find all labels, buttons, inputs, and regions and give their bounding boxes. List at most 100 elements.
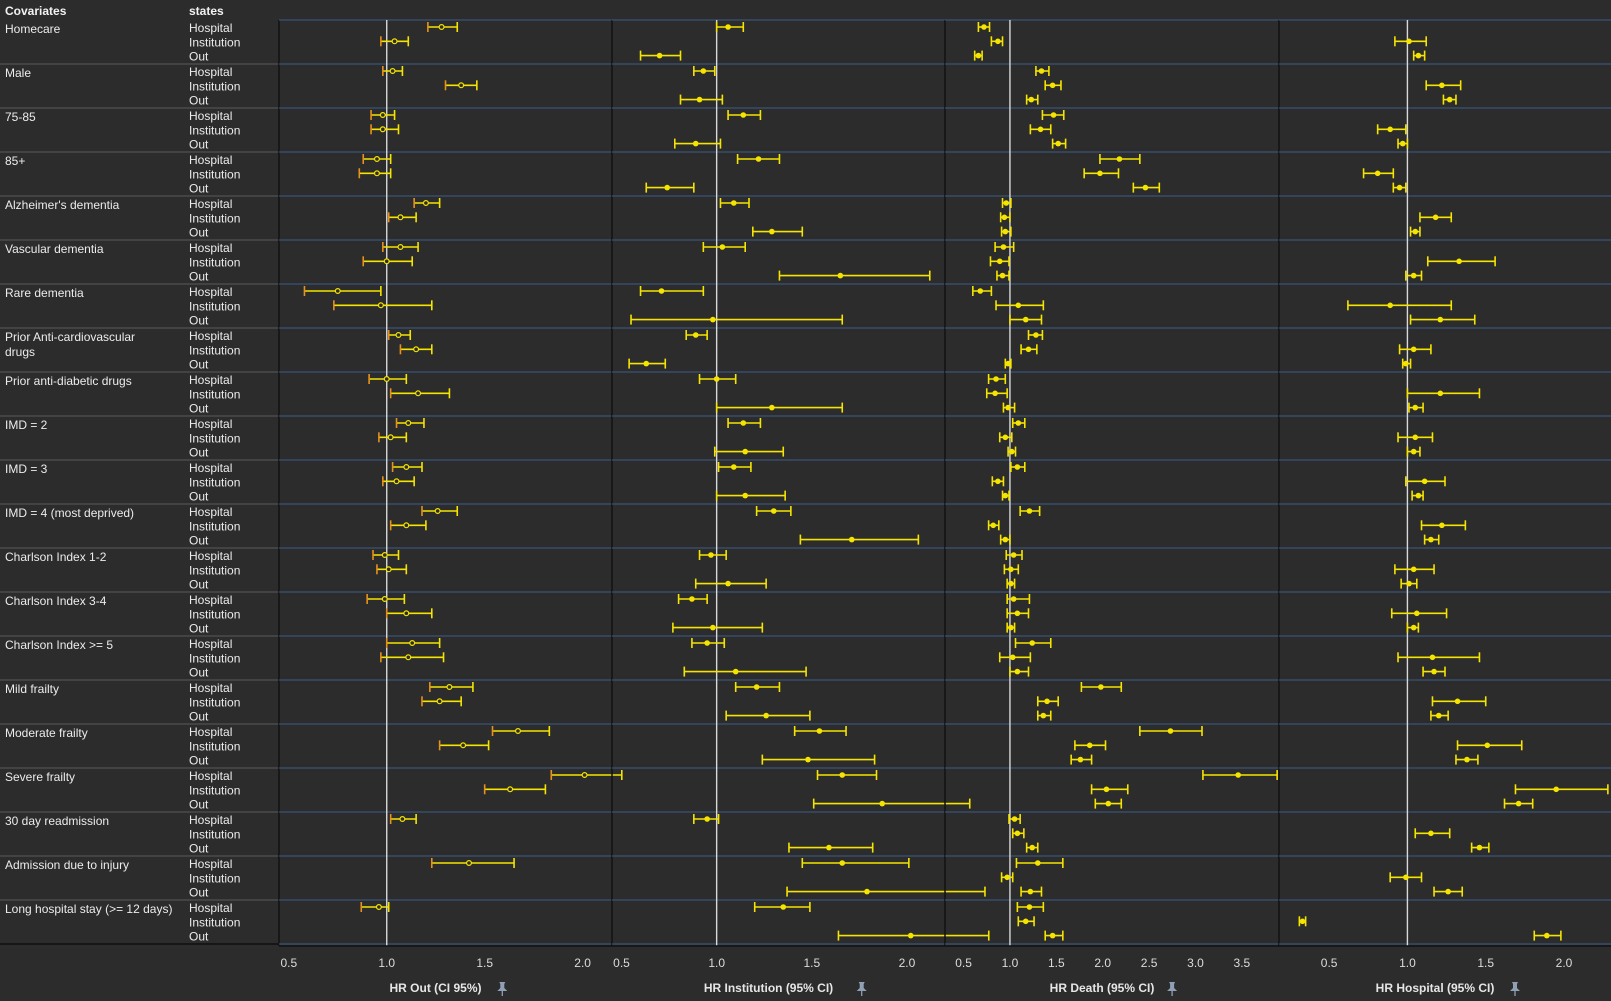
state-label-out: Out [189,886,209,900]
point-estimate [1412,404,1419,411]
state-label-out: Out [189,270,209,284]
covariate-label-line: drugs [5,345,35,359]
point-estimate [704,640,710,646]
point-estimate [710,316,716,323]
point-estimate [1002,492,1009,499]
point-estimate [826,844,832,851]
point-estimate [770,508,777,514]
tick-label: 1.0 [708,956,725,970]
tick-label: 1.0 [1399,956,1416,970]
tick-label: 1.0 [378,956,395,970]
point-estimate [1008,580,1014,587]
point-estimate [879,800,886,807]
point-estimate [999,272,1006,279]
state-label-out: Out [189,182,209,196]
covariate-label: Charlson Index 1-2 [5,550,107,564]
state-label-out: Out [189,710,209,724]
point-estimate [438,24,445,31]
point-estimate [1105,800,1112,807]
point-estimate [379,126,386,133]
state-label-out: Out [189,446,209,460]
point-estimate [1421,478,1428,485]
state-label-hospital: Hospital [189,505,232,519]
covariates-header: Covariates [5,4,67,18]
state-label-out: Out [189,358,209,372]
axis-title: HR Institution (95% CI) [704,981,833,995]
point-estimate [377,302,384,309]
point-estimate [996,258,1003,265]
state-label-out: Out [189,842,209,856]
point-estimate [405,420,412,427]
point-estimate [1515,800,1522,807]
state-label-out: Out [189,138,209,152]
point-estimate [1167,728,1174,734]
point-estimate [460,742,467,749]
state-label-institution: Institution [189,167,240,181]
point-estimate [1387,302,1393,309]
tick-label: 1.0 [1002,956,1019,970]
point-estimate [415,390,422,397]
point-estimate [1038,68,1045,74]
point-estimate [1415,52,1422,59]
state-label-hospital: Hospital [189,109,232,123]
point-estimate [839,772,846,778]
point-estimate [1010,596,1017,602]
point-estimate [507,786,514,793]
point-estimate [1077,756,1084,763]
covariate-label: IMD = 3 [5,462,48,476]
point-estimate [689,596,695,602]
point-estimate [696,96,703,103]
point-estimate [373,156,380,163]
point-estimate [379,111,386,118]
state-label-hospital: Hospital [189,329,232,343]
point-estimate [1484,742,1491,749]
state-label-hospital: Hospital [189,373,232,387]
state-label-hospital: Hospital [189,901,232,915]
point-estimate [1374,170,1381,177]
state-label-out: Out [189,490,209,504]
point-estimate [643,360,650,367]
tick-label: 2.0 [1556,956,1573,970]
point-estimate [381,551,388,558]
point-estimate [1014,464,1021,470]
tick-label: 2.0 [1094,956,1111,970]
pin-icon [1510,982,1520,996]
point-estimate [769,404,775,411]
point-estimate [458,82,465,89]
state-label-out: Out [189,94,209,108]
point-estimate [1009,448,1015,455]
point-estimate [393,478,400,485]
point-estimate [1437,316,1444,323]
tick-label: 1.5 [1477,956,1494,970]
axis-title: HR Hospital (95% CI) [1376,981,1495,995]
covariate-label: Long hospital stay (>= 12 days) [5,902,172,916]
state-label-hospital: Hospital [189,593,232,607]
point-estimate [397,244,404,251]
pin-icon [497,982,508,996]
point-estimate [1299,918,1306,925]
point-estimate [334,288,341,295]
point-estimate [403,610,410,617]
point-estimate [1049,82,1056,89]
state-label-hospital: Hospital [189,417,232,431]
point-estimate [1103,786,1110,793]
point-estimate [725,580,731,587]
point-estimate [1097,170,1103,177]
point-estimate [1435,712,1442,719]
point-estimate [708,552,714,558]
state-label-institution: Institution [189,35,240,49]
point-estimate [1116,156,1123,162]
state-label-out: Out [189,666,209,680]
point-estimate [514,727,521,734]
state-label-out: Out [189,798,209,812]
covariate-label: 30 day readmission [5,814,109,828]
point-estimate [730,464,737,470]
covariate-label: Charlson Index >= 5 [5,638,113,652]
point-estimate [1403,874,1409,881]
state-label-out: Out [189,754,209,768]
point-estimate [864,888,870,895]
point-estimate [1403,360,1409,367]
panel-4: 0.5 1.0 1.5 2.0 HR Hospital (95% CI) [1278,19,1611,996]
state-label-institution: Institution [189,255,240,269]
